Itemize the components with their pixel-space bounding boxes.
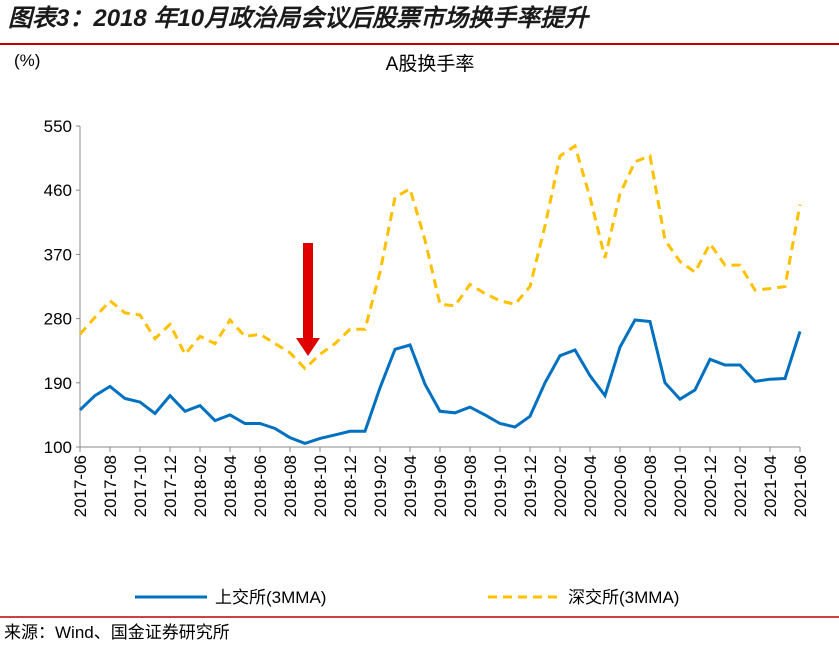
x-tick-label: 2020-12 [701, 455, 720, 517]
x-tick-label: 2019-12 [521, 455, 540, 517]
x-tick-label: 2018-12 [341, 455, 360, 517]
y-tick-label: 280 [44, 310, 72, 329]
x-tick-label: 2020-02 [551, 455, 570, 517]
x-tick-label: 2018-04 [221, 455, 240, 517]
x-tick-label: 2018-10 [311, 455, 330, 517]
x-tick-label: 2021-04 [761, 455, 780, 517]
x-tick-label: 2018-08 [281, 455, 300, 517]
header: 图表3：2018 年10月政治局会议后股票市场换手率提升 [8, 5, 591, 32]
x-tick-label: 2020-10 [671, 455, 690, 517]
y-tick-label: 370 [44, 245, 72, 264]
x-tick-label: 2021-06 [791, 455, 810, 517]
x-tick-label: 2017-12 [161, 455, 180, 517]
arrow [296, 243, 320, 356]
x-tick-label: 2021-02 [731, 455, 750, 517]
x-tick-label: 2017-08 [101, 455, 120, 517]
x-tick-label: 2020-08 [641, 455, 660, 517]
series-line [78, 143, 802, 371]
x-tick-label: 2020-04 [581, 455, 600, 517]
y-unit: (%) [14, 51, 40, 70]
x-tick-label: 2019-10 [491, 455, 510, 517]
x-tick-label: 2017-06 [71, 455, 90, 517]
chart-title: A股换手率 [386, 53, 475, 75]
x-tick-label: 2019-06 [431, 455, 450, 517]
x-tick-label: 2018-06 [251, 455, 270, 517]
source: 来源：Wind、国金证券研究所 [4, 623, 230, 642]
x-tick-label: 2018-02 [191, 455, 210, 517]
y-tick-label: 460 [44, 181, 72, 200]
legend-label: 上交所(3MMA) [215, 588, 326, 607]
series-line [78, 318, 802, 445]
x-tick-label: 2019-08 [461, 455, 480, 517]
y-tick-label: 100 [44, 438, 72, 457]
x-tick-label: 2019-02 [371, 455, 390, 517]
y-tick-label: 190 [44, 374, 72, 393]
x-tick-label: 2019-04 [401, 455, 420, 517]
y-tick-label: 550 [44, 117, 72, 136]
legend-label: 深交所(3MMA) [568, 588, 679, 607]
x-tick-label: 2020-06 [611, 455, 630, 517]
x-tick-label: 2017-10 [131, 455, 150, 517]
